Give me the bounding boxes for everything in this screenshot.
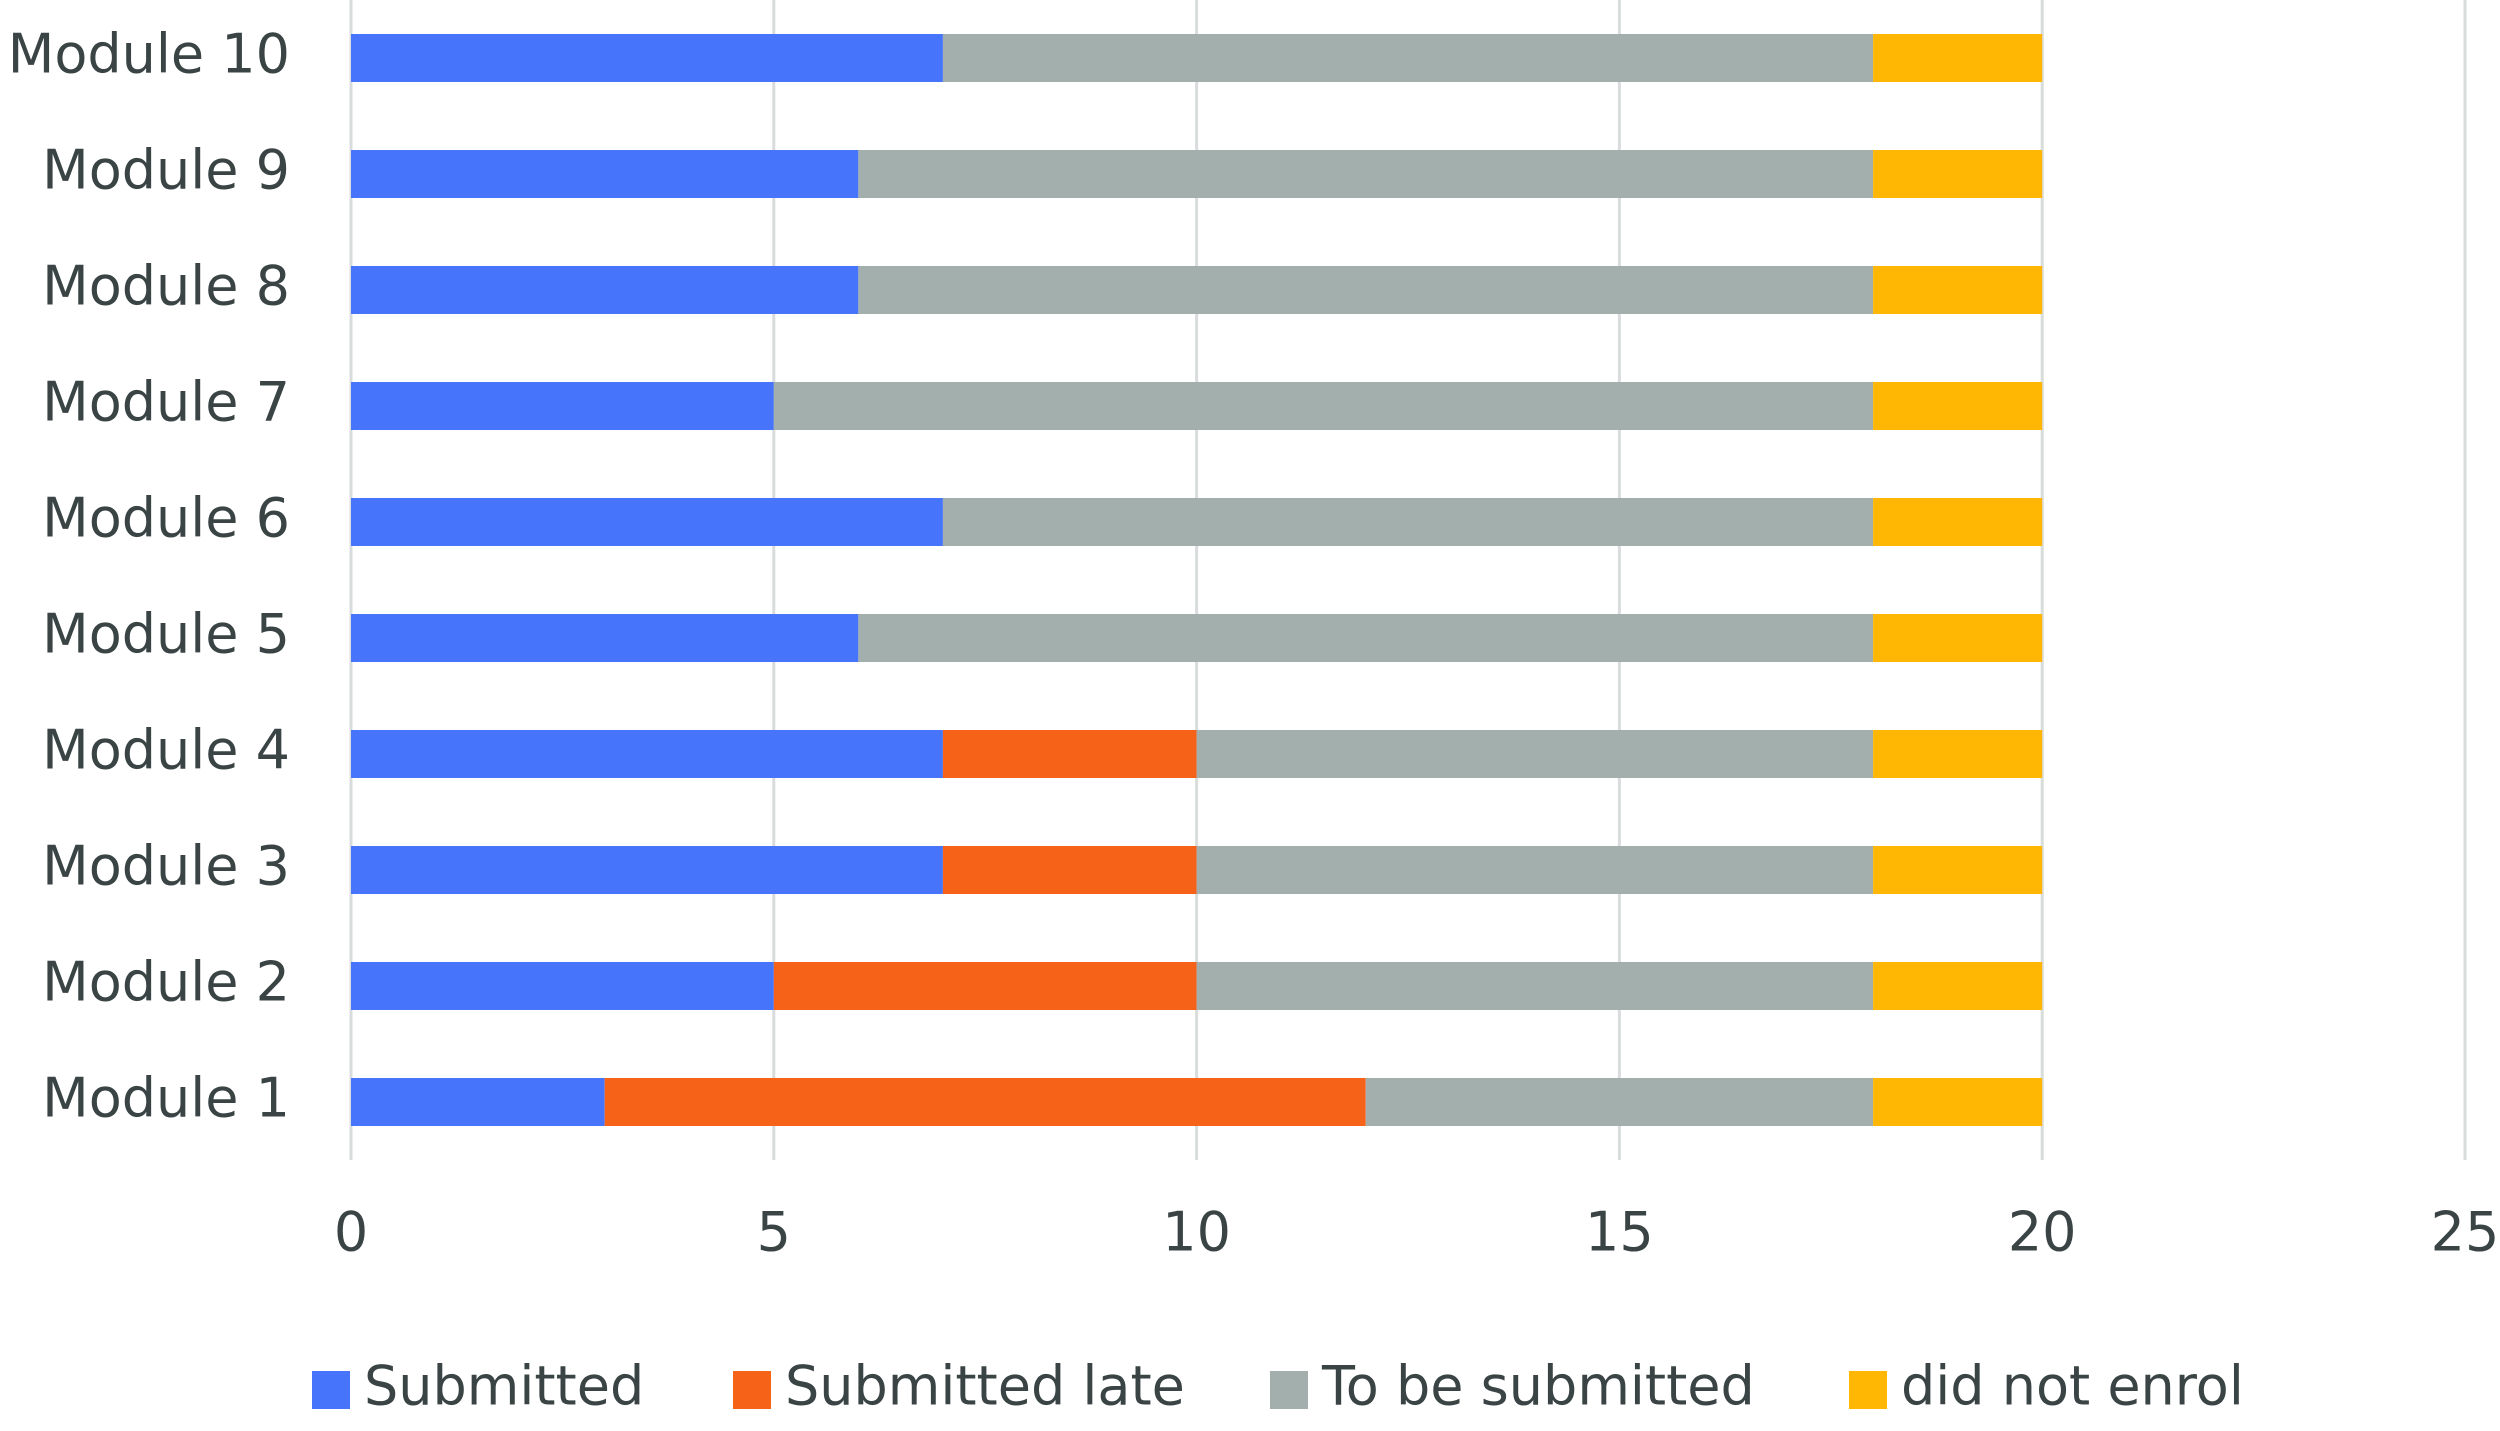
bar-segment (604, 1078, 1366, 1126)
bar-segment (1873, 382, 2043, 430)
y-tick-label: Module 2 (42, 951, 290, 1014)
y-tick-label: Module 6 (42, 487, 290, 550)
bar-segment (942, 846, 1197, 894)
bar-segment (1873, 34, 2043, 82)
y-tick-label: Module 8 (42, 255, 290, 318)
bar-segment (773, 962, 1197, 1010)
bar-segment (351, 34, 943, 82)
bar-segment (1196, 962, 1874, 1010)
bar-segment (351, 846, 943, 894)
x-tick-label: 5 (757, 1201, 791, 1264)
bar-segment (858, 150, 1874, 198)
bar-segment (1196, 730, 1874, 778)
legend-swatch (312, 1371, 350, 1409)
bar-segment (942, 498, 1874, 546)
y-tick-label: Module 10 (8, 23, 290, 86)
bar-segment (858, 266, 1874, 314)
legend-label: Submitted (364, 1355, 644, 1418)
x-tick-label: 15 (1585, 1201, 1654, 1264)
y-tick-label: Module 3 (42, 835, 290, 898)
bar-segment (1873, 266, 2043, 314)
bar-segment (351, 614, 859, 662)
legend-swatch (1270, 1371, 1308, 1409)
bar-segment (351, 266, 859, 314)
bar-segment (351, 382, 774, 430)
x-tick-label: 10 (1162, 1201, 1231, 1264)
x-tick-label: 25 (2431, 1201, 2500, 1264)
y-tick-label: Module 1 (42, 1067, 290, 1130)
bar-segment (1873, 498, 2043, 546)
x-tick-label: 0 (334, 1201, 368, 1264)
bar-segment (1873, 1078, 2043, 1126)
bar-segment (773, 382, 1874, 430)
bar-segment (942, 730, 1197, 778)
bar-segment (1873, 150, 2043, 198)
y-tick-label: Module 7 (42, 371, 290, 434)
bar-segment (1873, 614, 2043, 662)
legend-swatch (733, 1371, 771, 1409)
bar-segment (858, 614, 1874, 662)
bar-segment (1196, 846, 1874, 894)
legend-label: Submitted late (785, 1355, 1185, 1418)
x-tick-label: 20 (2008, 1201, 2077, 1264)
y-tick-label: Module 9 (42, 139, 290, 202)
y-tick-label: Module 5 (42, 603, 290, 666)
legend-label: To be submitted (1321, 1355, 1755, 1418)
bar-segment (1873, 962, 2043, 1010)
bar-segment (1873, 730, 2043, 778)
legend-label: did not enrol (1901, 1355, 2244, 1418)
bar-segment (351, 730, 943, 778)
bar-segment (1365, 1078, 1874, 1126)
bar-segment (1873, 846, 2043, 894)
bar-segment (351, 150, 859, 198)
legend-swatch (1849, 1371, 1887, 1409)
y-tick-label: Module 4 (42, 719, 290, 782)
bar-segment (351, 962, 774, 1010)
bar-segment (351, 498, 943, 546)
bar-segment (942, 34, 1874, 82)
bar-segment (351, 1078, 605, 1126)
